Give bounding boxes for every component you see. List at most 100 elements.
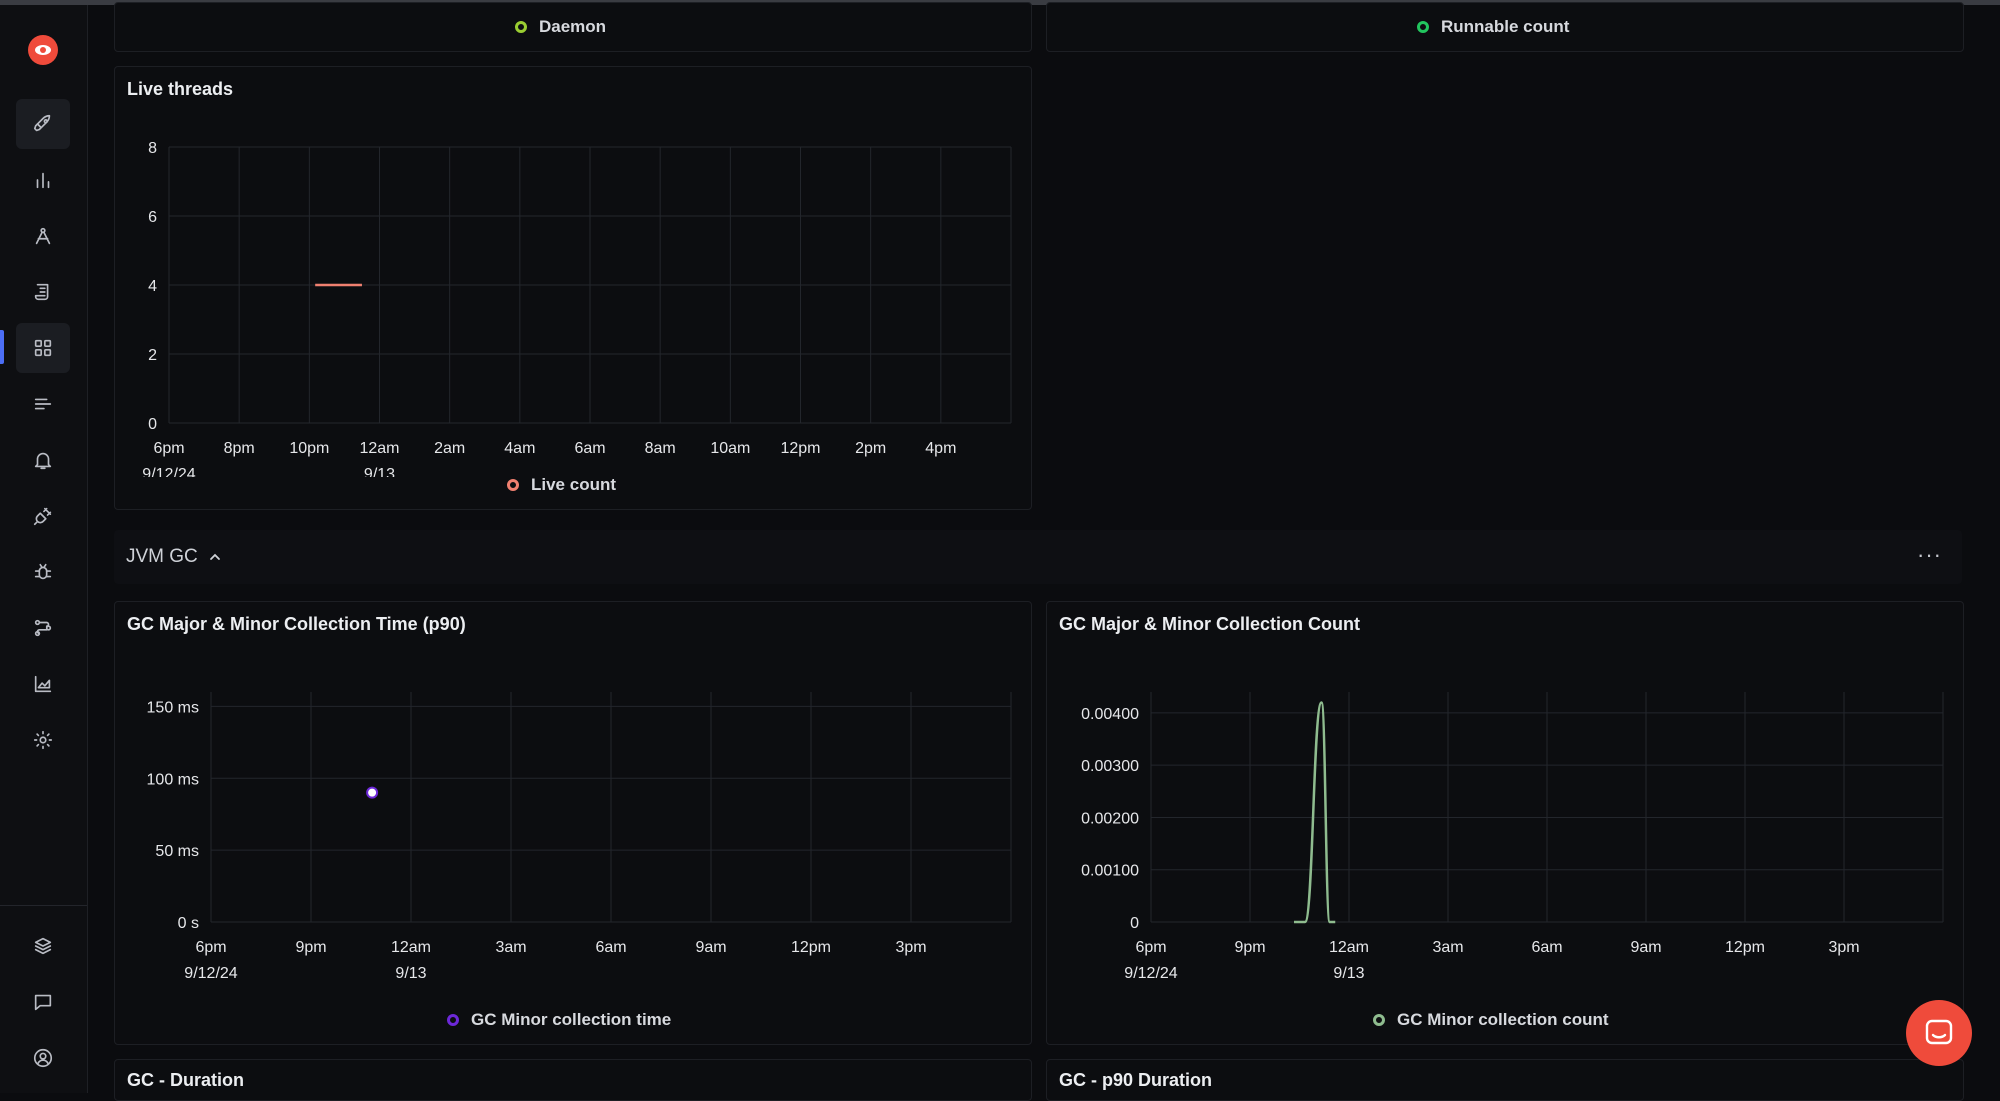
- section-title-text: JVM GC: [126, 546, 198, 567]
- legend-gc-minor-count[interactable]: GC Minor collection count: [1373, 1010, 1609, 1030]
- y-tick-label: 0.00400: [1081, 706, 1139, 723]
- sidebar-item-metrics[interactable]: [16, 155, 70, 205]
- x-tick-label: 2am: [434, 440, 465, 457]
- bug-icon: [34, 563, 52, 580]
- y-tick-label: 0: [1130, 915, 1139, 932]
- x-tick-label: 10pm: [289, 440, 329, 457]
- y-tick-label: 0.00200: [1081, 810, 1139, 827]
- legend-daemon[interactable]: Daemon: [515, 17, 606, 37]
- x-tick-label: 12pm: [1725, 939, 1765, 956]
- x-tick-label: 6am: [1531, 939, 1562, 956]
- legend-marker: [1373, 1014, 1385, 1026]
- x-tick-label: 6pm: [153, 440, 184, 457]
- list-icon: [34, 398, 52, 410]
- y-tick-label: 50 ms: [155, 843, 199, 860]
- x-tick-label: 6pm: [1135, 939, 1166, 956]
- y-tick-label: 0: [148, 416, 157, 433]
- x-tick-label: 12am: [1329, 939, 1369, 956]
- more-options-button[interactable]: ···: [1917, 542, 1942, 567]
- gc-time-chart[interactable]: 6pm 9/12/24 9pm 12am 9/13 3am 6am 9am 12pm 3pm 0 s…: [115, 652, 1031, 1012]
- sidebar-item-integrations[interactable]: [16, 491, 70, 541]
- rocket-icon: [33, 114, 51, 132]
- y-tick-label: 100 ms: [147, 771, 199, 788]
- y-tick-label: 0 s: [178, 915, 199, 932]
- gc-count-chart[interactable]: 6pm 9/12/24 9pm 12am 9/13 3am 6am 9am 12pm 3pm 0 0.…: [1047, 652, 1963, 1012]
- section-header-jvm-gc[interactable]: JVM GC ···: [114, 530, 1962, 584]
- live-threads-panel: Live threads 6pm 9/12/24 8pm 10pm 12am 9/13 2a…: [114, 66, 1032, 510]
- sidebar-item-environments[interactable]: [16, 921, 70, 971]
- live-threads-chart[interactable]: 6pm 9/12/24 8pm 10pm 12am 9/13 2am 4am 6am 8am 10a…: [115, 117, 1031, 477]
- y-tick-label: 2: [148, 347, 157, 364]
- sidebar-item-dashboards[interactable]: [16, 323, 70, 373]
- y-tick-label: 4: [148, 278, 157, 295]
- x-date-label: 9/13: [395, 965, 426, 982]
- threads-runnable-panel: Runnable count: [1046, 2, 1964, 52]
- legend-live-count[interactable]: Live count: [507, 475, 616, 495]
- plug-icon: [33, 507, 52, 526]
- sidebar-divider: [0, 905, 87, 906]
- sidebar-item-usage[interactable]: [16, 659, 70, 709]
- x-tick-label: 9am: [695, 939, 726, 956]
- y-tick-label: 150 ms: [147, 699, 199, 716]
- x-tick-label: 9pm: [1234, 939, 1265, 956]
- sidebar-item-logs[interactable]: [16, 267, 70, 317]
- x-date-label: 9/12/24: [142, 466, 195, 477]
- x-tick-label: 6pm: [195, 939, 226, 956]
- sidebar-item-rocket[interactable]: [16, 99, 70, 149]
- y-tick-label: 0.00100: [1081, 863, 1139, 880]
- section-title: JVM GC: [126, 546, 222, 568]
- x-date-label: 9/12/24: [184, 965, 237, 982]
- x-tick-label: 3am: [1432, 939, 1463, 956]
- legend-marker: [1417, 21, 1429, 33]
- x-tick-label: 3pm: [895, 939, 926, 956]
- eye-logo-icon: [35, 45, 51, 55]
- panel-title: GC Major & Minor Collection Count: [1059, 614, 1360, 634]
- x-tick-label: 2pm: [855, 440, 886, 457]
- sidebar-item-pipelines[interactable]: [16, 603, 70, 653]
- sidebar-item-settings[interactable]: [16, 715, 70, 765]
- x-tick-label: 12am: [359, 440, 399, 457]
- legend-label: GC Minor collection count: [1397, 1010, 1609, 1029]
- area-chart-icon: [34, 675, 52, 693]
- layers-icon: [34, 937, 52, 955]
- sidebar-item-traces[interactable]: [16, 379, 70, 429]
- sidebar-item-profile[interactable]: [16, 1033, 70, 1083]
- x-tick-label: 12pm: [780, 440, 820, 457]
- y-tick-label: 8: [148, 140, 157, 157]
- x-tick-label: 9pm: [295, 939, 326, 956]
- gc-p90-duration-panel: GC - p90 Duration: [1046, 1059, 1964, 1101]
- x-date-label: 9/12/24: [1124, 965, 1177, 982]
- sidebar-item-exceptions[interactable]: [16, 547, 70, 597]
- sidebar-item-explore[interactable]: [16, 211, 70, 261]
- chevron-up-icon[interactable]: [208, 550, 222, 564]
- x-tick-label: 3am: [495, 939, 526, 956]
- gc-count-panel: GC Major & Minor Collection Count 6pm 9/1…: [1046, 601, 1964, 1045]
- gc-time-panel: GC Major & Minor Collection Time (p90) 6…: [114, 601, 1032, 1045]
- chat-icon: [34, 994, 52, 1011]
- x-tick-label: 4pm: [925, 440, 956, 457]
- gc-duration-panel: GC - Duration: [114, 1059, 1032, 1101]
- panel-title: GC - p90 Duration: [1059, 1070, 1213, 1090]
- x-tick-label: 12pm: [791, 939, 831, 956]
- legend-marker: [507, 479, 519, 491]
- legend-runnable[interactable]: Runnable count: [1417, 17, 1569, 37]
- legend-label: Daemon: [539, 17, 607, 36]
- series-line-gc-minor-count: [1294, 701, 1336, 924]
- x-tick-label: 4am: [504, 440, 535, 457]
- sidebar-item-alerts[interactable]: [16, 435, 70, 485]
- dashboard-grid-icon: [34, 339, 52, 357]
- legend-gc-minor-time[interactable]: GC Minor collection time: [447, 1010, 671, 1030]
- x-tick-label: 3pm: [1828, 939, 1859, 956]
- bar-chart-icon: [36, 172, 50, 189]
- y-tick-label: 6: [148, 209, 157, 226]
- compass-icon: [35, 227, 51, 245]
- app-logo[interactable]: [28, 35, 58, 65]
- data-point-gc-minor-time: [366, 786, 379, 799]
- workflow-icon: [34, 619, 52, 637]
- legend-label: Runnable count: [1441, 17, 1570, 36]
- sidebar-item-feedback[interactable]: [16, 977, 70, 1027]
- legend-label: GC Minor collection time: [471, 1010, 672, 1029]
- support-chat-button[interactable]: [1906, 1000, 1972, 1066]
- active-nav-indicator: [0, 330, 4, 364]
- x-date-label: 9/13: [364, 466, 395, 477]
